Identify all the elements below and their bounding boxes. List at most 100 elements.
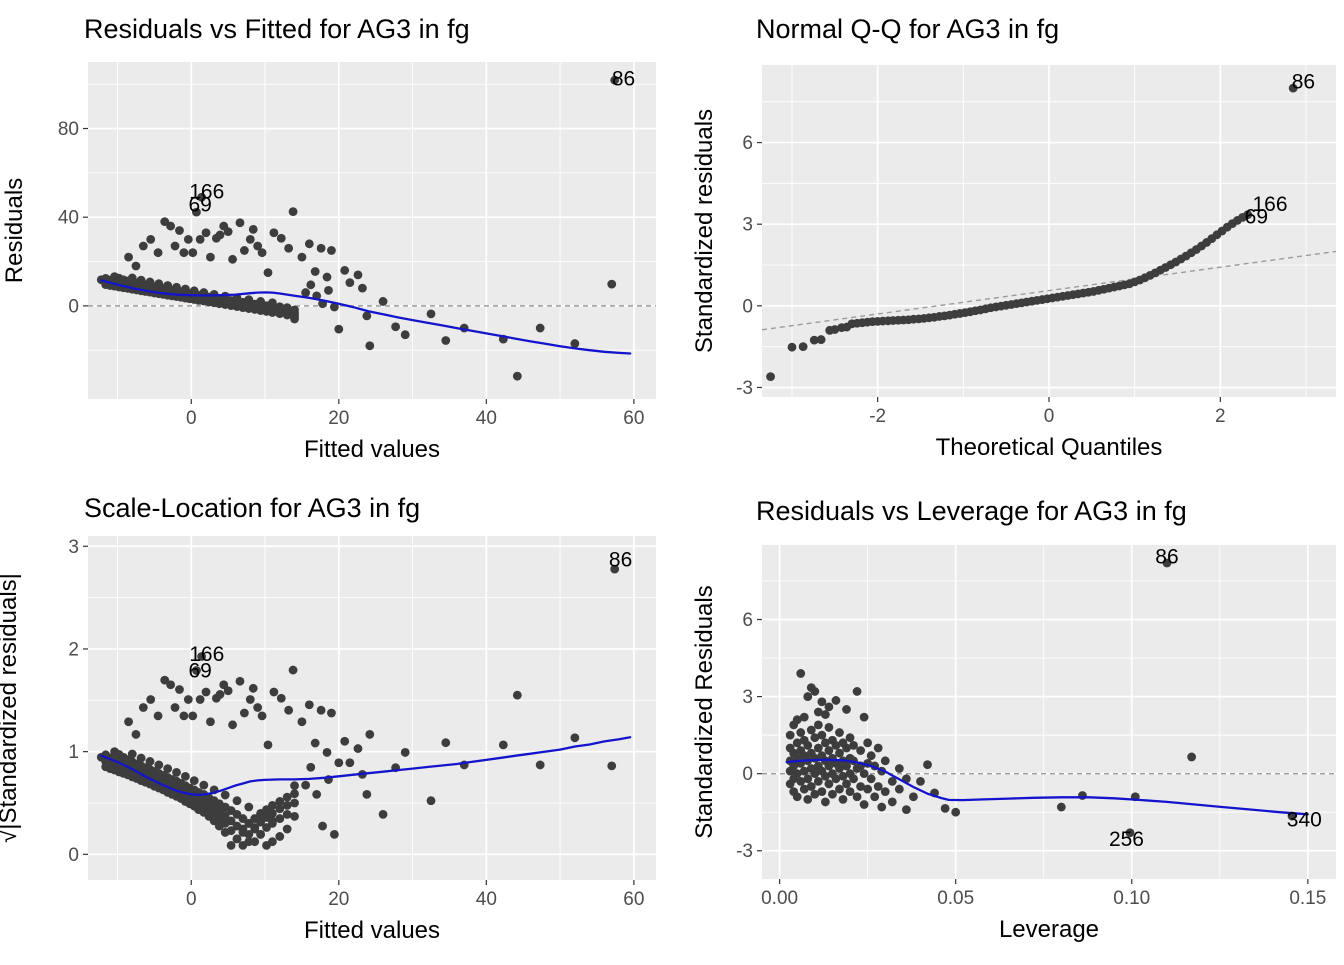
data-point <box>792 738 802 748</box>
data-point <box>179 248 189 258</box>
data-point <box>201 228 211 238</box>
data-point <box>799 766 809 776</box>
data-point <box>297 252 307 262</box>
data-point <box>951 807 961 817</box>
data-point <box>830 325 840 334</box>
data-point <box>175 226 184 235</box>
data-point <box>1125 828 1135 838</box>
data-point <box>316 705 326 715</box>
x-tick-label: 2 <box>1215 406 1226 427</box>
data-point <box>806 782 816 791</box>
point-label: 256 <box>1109 828 1144 851</box>
data-point <box>312 789 322 799</box>
data-point <box>195 695 205 704</box>
data-point <box>353 744 363 753</box>
data-point <box>124 717 133 727</box>
data-point <box>253 703 263 712</box>
data-point <box>275 804 285 814</box>
y-tick-label: 6 <box>742 133 753 154</box>
data-point <box>170 241 180 251</box>
data-point <box>845 787 855 797</box>
data-point <box>813 743 823 753</box>
point-label: 86 <box>1292 70 1315 93</box>
data-point <box>426 309 436 319</box>
x-tick-label: 60 <box>623 889 644 910</box>
data-point <box>838 794 848 804</box>
data-point <box>263 740 273 750</box>
data-point <box>813 707 823 717</box>
data-point <box>228 254 237 264</box>
y-tick-label: 3 <box>742 687 753 708</box>
data-point <box>195 234 205 244</box>
data-point <box>145 757 155 766</box>
data-point <box>269 687 279 697</box>
x-axis-title: Fitted values <box>304 436 440 463</box>
data-point <box>245 234 255 244</box>
x-axis-title: Leverage <box>999 916 1099 943</box>
data-point <box>166 680 176 690</box>
data-point <box>250 837 260 847</box>
data-point <box>877 802 887 812</box>
data-point <box>206 252 215 262</box>
data-point <box>166 221 176 231</box>
data-point <box>310 267 320 276</box>
panel-title: Normal Q-Q for AG3 in fg <box>756 14 1059 44</box>
data-point <box>820 710 830 719</box>
data-point <box>275 302 285 312</box>
point-label: 166 <box>189 643 224 666</box>
data-point <box>828 789 837 799</box>
data-point <box>268 800 277 810</box>
data-point <box>322 272 332 282</box>
axes: 0 20 40 60 0 1 2 3 <box>68 537 644 910</box>
x-axis-title: Theoretical Quantiles <box>936 434 1163 461</box>
scatter-points <box>766 83 1298 381</box>
data-point <box>316 243 326 253</box>
data-point <box>391 322 401 332</box>
x-tick-label: 0.10 <box>1113 888 1150 909</box>
data-point <box>792 715 802 725</box>
data-point <box>245 695 255 704</box>
data-point <box>192 666 201 675</box>
y-axis-title: Standardized residuals <box>691 109 718 353</box>
data-point <box>441 738 451 748</box>
point-label: 340 <box>1287 808 1322 831</box>
data-point <box>824 779 834 789</box>
axes: 0.00 0.05 0.10 0.15 -3 0 3 6 <box>736 610 1326 909</box>
data-point <box>835 728 844 737</box>
data-point <box>887 797 897 807</box>
data-point <box>215 230 225 240</box>
data-point <box>817 730 827 740</box>
smooth-line <box>785 758 1309 816</box>
data-point <box>282 824 292 834</box>
data-point <box>789 761 799 771</box>
data-point <box>327 708 336 718</box>
data-point <box>226 826 236 836</box>
data-point <box>796 669 806 678</box>
panel-title: Scale-Location for AG3 in fg <box>84 493 420 523</box>
data-point <box>813 720 823 730</box>
data-point <box>803 741 813 750</box>
panel-normal-qq: 86 166 69 -2 0 2 -3 0 3 6 Theoretical Quantiles Sta… <box>672 0 1344 480</box>
gridlines <box>88 536 656 880</box>
data-point <box>842 705 851 714</box>
data-point <box>894 784 904 794</box>
data-point <box>400 330 410 340</box>
data-point <box>362 789 372 799</box>
data-point <box>304 239 314 249</box>
data-point <box>268 837 277 847</box>
data-point <box>816 335 826 344</box>
data-point <box>257 711 267 721</box>
data-point <box>810 733 820 743</box>
data-point <box>842 761 851 771</box>
data-point <box>188 711 198 721</box>
data-point <box>512 371 522 381</box>
y-axis-title: √|Standardized residuals| <box>0 573 22 843</box>
data-point <box>607 761 617 771</box>
data-point <box>223 227 233 237</box>
data-point <box>282 792 292 802</box>
data-point <box>859 769 869 779</box>
data-point <box>792 769 802 779</box>
data-point <box>276 233 286 243</box>
y-tick-label: 0 <box>68 845 79 866</box>
